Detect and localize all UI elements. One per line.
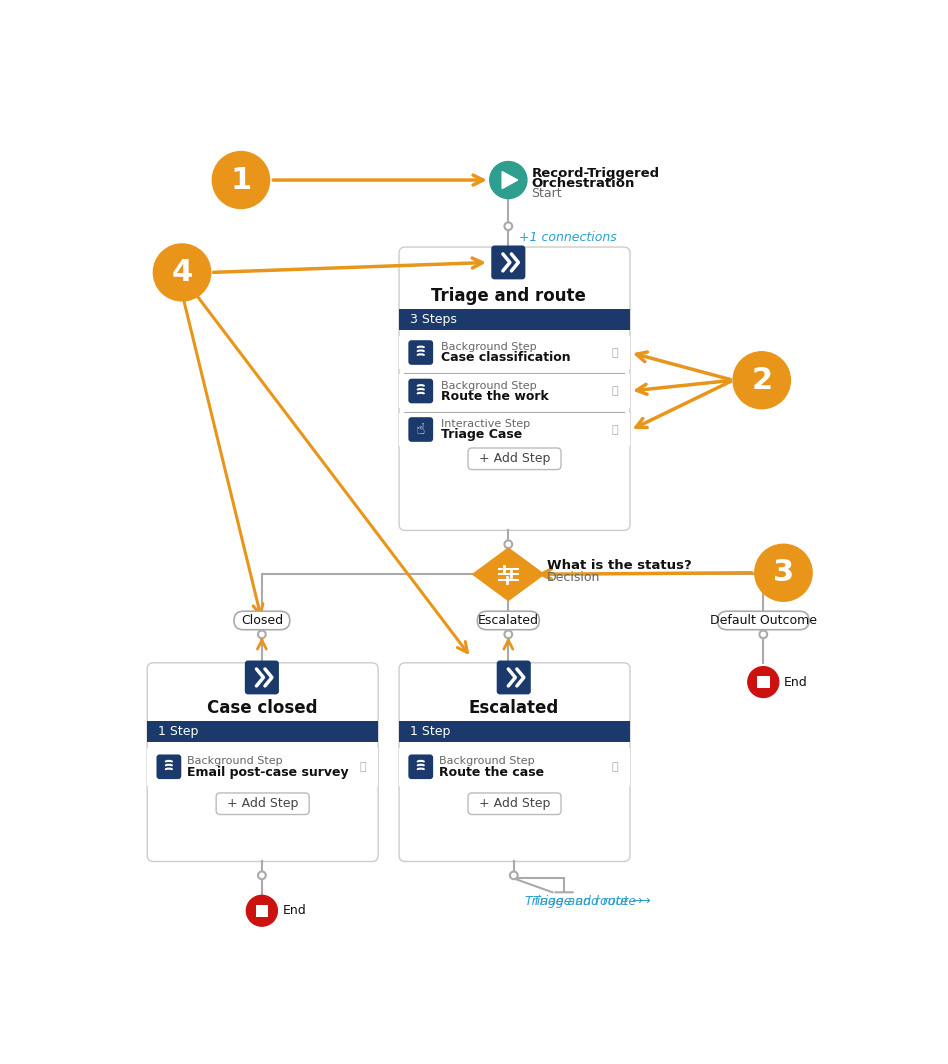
Text: 🗑: 🗑 xyxy=(611,425,618,434)
Text: Escalated: Escalated xyxy=(468,699,559,717)
Circle shape xyxy=(154,244,210,301)
Text: 1: 1 xyxy=(230,166,251,195)
Text: Case classification: Case classification xyxy=(441,351,571,364)
FancyBboxPatch shape xyxy=(147,663,378,862)
FancyBboxPatch shape xyxy=(491,246,525,280)
Text: Background Step: Background Step xyxy=(441,343,537,352)
Text: End: End xyxy=(283,904,306,917)
Bar xyxy=(399,375,630,408)
Circle shape xyxy=(510,871,518,879)
Text: 🗑: 🗑 xyxy=(611,348,618,358)
Bar xyxy=(399,309,630,330)
Text: Triage and route →: Triage and route → xyxy=(525,895,643,908)
Circle shape xyxy=(504,541,512,548)
Text: Route the case: Route the case xyxy=(439,766,544,779)
Text: 2: 2 xyxy=(751,366,773,395)
Circle shape xyxy=(504,222,512,230)
Circle shape xyxy=(755,545,812,601)
Text: Closed: Closed xyxy=(241,614,283,627)
Bar xyxy=(399,335,630,369)
Text: Default Outcome: Default Outcome xyxy=(710,614,817,627)
FancyBboxPatch shape xyxy=(478,611,539,630)
FancyBboxPatch shape xyxy=(468,793,561,815)
Text: 🗑: 🗑 xyxy=(611,762,618,771)
Text: Decision: Decision xyxy=(547,571,600,584)
FancyBboxPatch shape xyxy=(156,754,181,779)
Text: 3 Steps: 3 Steps xyxy=(410,313,457,326)
FancyBboxPatch shape xyxy=(399,663,630,862)
FancyBboxPatch shape xyxy=(216,793,309,815)
Bar xyxy=(757,676,770,688)
FancyBboxPatch shape xyxy=(409,379,433,403)
Circle shape xyxy=(759,631,767,638)
Circle shape xyxy=(212,151,269,209)
Text: Interactive Step: Interactive Step xyxy=(441,419,530,430)
FancyBboxPatch shape xyxy=(234,611,290,630)
Text: Triage and route: Triage and route xyxy=(431,286,586,304)
Text: 1 Step: 1 Step xyxy=(410,725,450,737)
FancyBboxPatch shape xyxy=(497,661,531,695)
Text: Triage Case: Triage Case xyxy=(441,428,522,442)
Text: + Add Step: + Add Step xyxy=(227,797,299,811)
Bar xyxy=(399,413,630,447)
Text: Background Step: Background Step xyxy=(439,757,535,766)
Text: End: End xyxy=(784,676,808,688)
Bar xyxy=(399,748,630,786)
FancyBboxPatch shape xyxy=(409,340,433,365)
Circle shape xyxy=(246,896,278,926)
Text: Start: Start xyxy=(532,186,562,200)
Circle shape xyxy=(748,667,779,698)
Circle shape xyxy=(258,871,265,879)
Text: Case closed: Case closed xyxy=(207,699,318,717)
Bar xyxy=(256,904,268,917)
Polygon shape xyxy=(502,171,518,188)
Text: Orchestration: Orchestration xyxy=(532,178,635,190)
FancyBboxPatch shape xyxy=(718,611,809,630)
Text: ☝: ☝ xyxy=(416,422,426,437)
Text: Email post-case survey: Email post-case survey xyxy=(188,766,349,779)
Bar xyxy=(399,720,630,743)
Text: + Add Step: + Add Step xyxy=(479,797,550,811)
Text: 1 Step: 1 Step xyxy=(158,725,198,737)
Circle shape xyxy=(504,631,512,638)
Text: What is the status?: What is the status? xyxy=(547,560,692,572)
FancyBboxPatch shape xyxy=(245,661,279,695)
FancyBboxPatch shape xyxy=(409,754,433,779)
Text: 🗑: 🗑 xyxy=(359,762,366,771)
Circle shape xyxy=(258,631,265,638)
Circle shape xyxy=(733,352,791,409)
Bar xyxy=(147,748,378,786)
Text: 4: 4 xyxy=(172,257,192,287)
Text: Background Step: Background Step xyxy=(441,381,537,390)
Text: Background Step: Background Step xyxy=(188,757,283,766)
Bar xyxy=(147,720,378,743)
FancyBboxPatch shape xyxy=(399,247,630,530)
FancyBboxPatch shape xyxy=(468,448,561,469)
Text: + Add Step: + Add Step xyxy=(479,452,550,465)
Text: +1 connections: +1 connections xyxy=(520,231,617,245)
Text: 🗑: 🗑 xyxy=(611,386,618,396)
FancyBboxPatch shape xyxy=(409,417,433,442)
Text: 3: 3 xyxy=(773,559,794,587)
Text: Escalated: Escalated xyxy=(478,614,538,627)
Circle shape xyxy=(490,162,527,199)
Text: Record-Triggered: Record-Triggered xyxy=(532,167,660,181)
Text: Route the work: Route the work xyxy=(441,389,549,402)
Polygon shape xyxy=(473,548,544,600)
Text: Triage and route →: Triage and route → xyxy=(533,895,650,908)
